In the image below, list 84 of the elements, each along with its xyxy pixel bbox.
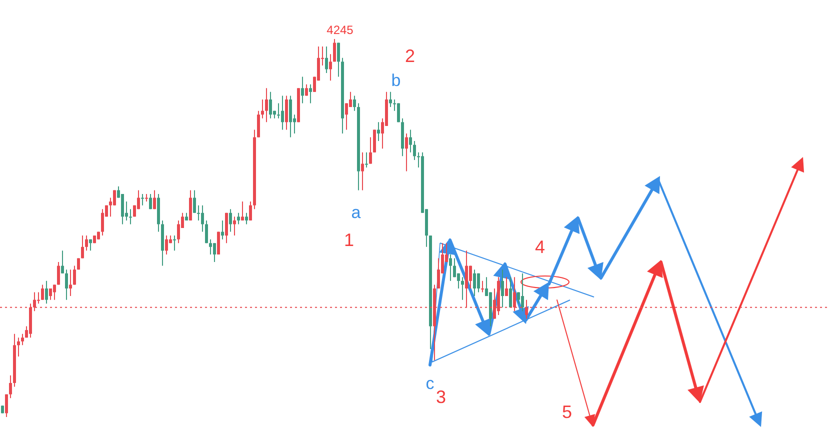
candlestick xyxy=(189,190,192,221)
candlestick xyxy=(377,122,380,142)
candlestick xyxy=(509,276,512,308)
candlestick xyxy=(209,238,212,255)
annotation: a xyxy=(351,203,362,222)
candlestick xyxy=(269,91,272,119)
candlestick xyxy=(193,190,196,214)
candlestick xyxy=(249,201,252,221)
candlestick xyxy=(41,284,44,300)
candlestick xyxy=(481,280,484,293)
candlestick xyxy=(197,204,200,221)
candlestick xyxy=(461,276,464,300)
candlestick xyxy=(453,258,456,278)
annotation: 3 xyxy=(436,387,446,407)
annotation: 2 xyxy=(404,46,416,66)
candlestick xyxy=(257,110,260,138)
candlestick xyxy=(265,88,268,123)
candlestick xyxy=(65,269,68,300)
candlestick xyxy=(9,374,12,399)
candlestick xyxy=(477,272,480,293)
candlestick xyxy=(245,212,248,225)
candlestick xyxy=(121,193,124,225)
annotation: 5 xyxy=(562,402,572,422)
candlestick xyxy=(69,269,72,297)
candlestick xyxy=(237,212,240,225)
candlestick xyxy=(221,220,224,240)
candlestick xyxy=(389,91,392,108)
candlestick xyxy=(233,216,236,236)
text: 4245 xyxy=(326,23,354,37)
candlestick xyxy=(141,193,144,206)
candlestick xyxy=(285,95,288,130)
candlestick xyxy=(73,265,76,286)
candlestick xyxy=(149,193,152,210)
candlestick xyxy=(337,42,340,78)
candlestick xyxy=(369,136,372,164)
candlestick xyxy=(17,337,20,358)
candlestick xyxy=(409,129,412,153)
candlestick xyxy=(213,242,216,263)
candlestick xyxy=(289,95,292,138)
candlestick xyxy=(21,333,24,346)
candlestick xyxy=(469,265,472,289)
candlestick xyxy=(5,394,8,417)
annotation: c xyxy=(426,374,435,393)
candlestick xyxy=(325,46,328,74)
candlestick xyxy=(505,276,508,297)
candlestick xyxy=(361,152,364,191)
candlestick xyxy=(405,133,408,172)
candlestick xyxy=(101,208,104,236)
candlestick xyxy=(501,269,504,308)
candlestick xyxy=(85,235,88,252)
candlestick xyxy=(37,292,40,304)
candlestick xyxy=(225,212,228,244)
candlestick xyxy=(173,235,176,252)
candlestick xyxy=(281,95,284,130)
candlestick xyxy=(61,250,64,274)
candlestick xyxy=(277,102,280,119)
candlestick xyxy=(353,95,356,112)
candlestick xyxy=(521,272,524,312)
candlestick xyxy=(81,235,84,259)
candlestick xyxy=(329,54,332,82)
annotation: b xyxy=(391,71,401,90)
candlestick xyxy=(205,220,208,244)
candlestick xyxy=(449,254,452,282)
candlestick xyxy=(129,208,132,225)
annotation: 4 xyxy=(534,237,546,257)
candlestick xyxy=(241,201,244,221)
candlestick xyxy=(301,76,304,104)
candlestick xyxy=(165,235,168,255)
candlestick xyxy=(437,258,440,289)
candlestick xyxy=(57,262,60,286)
candlestick xyxy=(153,190,156,210)
candlestick xyxy=(177,220,180,244)
candlestick xyxy=(413,140,416,160)
candlestick xyxy=(45,280,48,304)
candlestick xyxy=(473,269,476,297)
candlestick xyxy=(53,284,56,300)
candlestick xyxy=(365,152,368,168)
candlestick xyxy=(333,39,336,62)
candlestick xyxy=(201,204,204,232)
annotation: 1 xyxy=(344,230,354,250)
candlestick xyxy=(345,102,348,130)
candlestick xyxy=(261,98,264,119)
candlestick xyxy=(229,208,232,232)
candlestick xyxy=(309,84,312,104)
